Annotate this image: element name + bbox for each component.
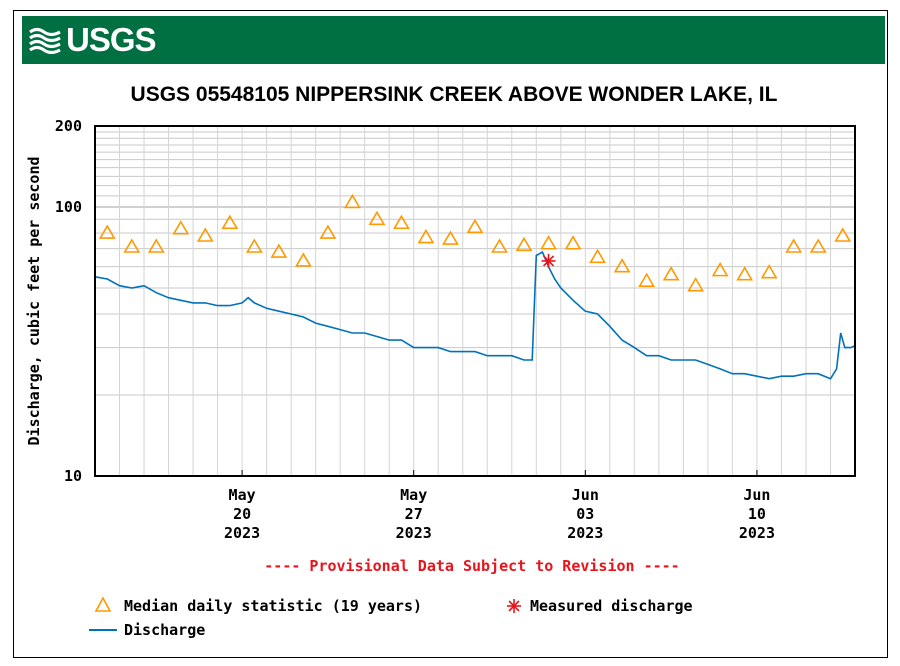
x-tick-label: 27 xyxy=(405,505,423,523)
median-marker xyxy=(515,236,533,252)
median-marker xyxy=(613,258,631,273)
median-marker xyxy=(785,238,803,253)
x-tick-label: 10 xyxy=(748,505,766,523)
median-marker xyxy=(540,235,557,250)
median-marker xyxy=(834,227,852,242)
plot-series xyxy=(94,193,856,380)
measured-marker xyxy=(541,253,556,268)
discharge-line xyxy=(94,250,856,380)
x-tick-label: 2023 xyxy=(739,524,775,542)
median-marker xyxy=(736,266,754,281)
median-marker xyxy=(760,264,778,279)
median-marker xyxy=(319,224,337,239)
x-tick-label: 2023 xyxy=(567,524,603,542)
y-tick-label: 200 xyxy=(55,117,82,135)
median-marker xyxy=(564,235,582,250)
usgs-banner xyxy=(22,16,885,64)
x-tick-label: May xyxy=(400,486,427,504)
median-marker xyxy=(711,262,729,277)
median-marker xyxy=(123,238,141,253)
median-marker xyxy=(638,272,656,287)
y-axis-ticks: 10 100 200 xyxy=(55,117,82,485)
x-tick-label: 20 xyxy=(233,505,251,523)
x-tick-label: 03 xyxy=(576,505,594,523)
usgs-logo[interactable]: USGS xyxy=(28,20,157,60)
y-tick-label: 10 xyxy=(64,467,82,485)
x-tick-label: Jun xyxy=(743,486,770,504)
legend-item-measured[interactable]: Measured discharge xyxy=(507,597,693,615)
x-tick-label: 2023 xyxy=(224,524,260,542)
x-tick-label: 2023 xyxy=(396,524,432,542)
y-tick-label: 100 xyxy=(55,198,82,216)
x-tick-label: May xyxy=(229,486,256,504)
median-marker xyxy=(368,210,386,226)
chart-title: USGS 05548105 NIPPERSINK CREEK ABOVE WON… xyxy=(131,83,778,106)
y-axis-label: Discharge, cubic feet per second xyxy=(25,157,43,446)
x-tick-label: Jun xyxy=(572,486,599,504)
legend: Median daily statistic (19 years) Measur… xyxy=(89,596,693,639)
median-marker xyxy=(466,218,484,234)
legend-label-measured: Measured discharge xyxy=(530,597,693,615)
median-marker xyxy=(662,266,680,281)
plot-border xyxy=(94,125,856,477)
usgs-wave-icon xyxy=(29,27,61,54)
asterisk-icon xyxy=(507,599,521,613)
measured-marker-stroke xyxy=(542,255,555,267)
median-marker xyxy=(589,248,606,264)
chart-frame xyxy=(13,10,888,658)
median-marker xyxy=(245,238,263,253)
median-marker xyxy=(98,224,116,239)
median-marker xyxy=(270,243,288,258)
gridlines xyxy=(95,126,855,476)
median-marker xyxy=(344,193,361,209)
median-marker xyxy=(442,230,459,245)
median-marker xyxy=(294,252,312,267)
provisional-notice: ---- Provisional Data Subject to Revisio… xyxy=(264,557,679,575)
legend-label-median: Median daily statistic (19 years) xyxy=(124,597,422,615)
median-marker xyxy=(221,214,239,230)
median-marker xyxy=(147,238,165,253)
median-marker xyxy=(393,214,410,230)
median-marker xyxy=(687,277,705,292)
legend-label-discharge: Discharge xyxy=(124,621,205,639)
legend-item-discharge[interactable]: Discharge xyxy=(89,621,205,639)
usgs-logo-text: USGS xyxy=(66,21,157,58)
median-marker xyxy=(172,220,190,235)
median-marker xyxy=(809,238,827,253)
triangle-icon xyxy=(94,596,112,612)
median-marker xyxy=(417,228,435,244)
median-marker xyxy=(196,227,214,242)
median-marker xyxy=(491,238,508,253)
legend-item-median[interactable]: Median daily statistic (19 years) xyxy=(94,596,422,615)
